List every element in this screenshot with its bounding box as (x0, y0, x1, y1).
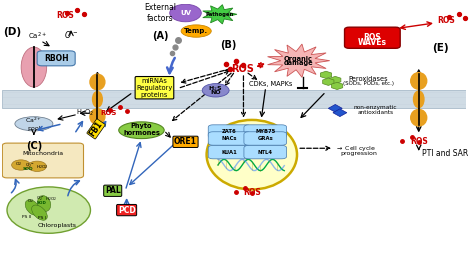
Text: NTL4: NTL4 (258, 150, 273, 155)
Ellipse shape (21, 47, 46, 87)
Text: ORE1: ORE1 (174, 137, 197, 146)
Text: KUA1: KUA1 (222, 150, 237, 155)
Text: GRAs: GRAs (257, 136, 273, 141)
Ellipse shape (90, 74, 105, 90)
Text: H$_2$O$_2$: H$_2$O$_2$ (76, 108, 94, 118)
Ellipse shape (202, 84, 229, 97)
FancyBboxPatch shape (208, 125, 251, 138)
Ellipse shape (181, 25, 211, 37)
Text: Mitochondria: Mitochondria (23, 151, 64, 156)
FancyBboxPatch shape (2, 143, 83, 178)
Text: (A): (A) (152, 31, 168, 41)
Ellipse shape (92, 92, 102, 107)
Text: NO: NO (210, 90, 221, 95)
Polygon shape (329, 76, 341, 84)
Text: ROS: ROS (410, 137, 428, 146)
Polygon shape (333, 109, 347, 117)
Text: SOD: SOD (23, 167, 33, 171)
Ellipse shape (411, 109, 427, 126)
FancyBboxPatch shape (208, 132, 251, 145)
Text: non-enzymatic: non-enzymatic (354, 105, 397, 110)
Ellipse shape (90, 109, 105, 124)
Text: H$_2$O$_2$: H$_2$O$_2$ (45, 195, 56, 203)
Polygon shape (203, 5, 237, 24)
Text: Organic: Organic (284, 55, 313, 62)
FancyBboxPatch shape (345, 27, 400, 48)
Ellipse shape (37, 196, 51, 212)
Text: O$_2$: O$_2$ (15, 160, 22, 168)
Text: O$_2^{·-}$: O$_2^{·-}$ (25, 161, 34, 170)
Ellipse shape (25, 200, 40, 215)
Text: damage: damage (283, 60, 313, 66)
Text: (D): (D) (3, 27, 22, 37)
Text: miRNAs
Regulatory
proteins: miRNAs Regulatory proteins (137, 78, 173, 98)
Text: PTI and SAR: PTI and SAR (422, 149, 468, 158)
Text: (B): (B) (220, 40, 237, 50)
Ellipse shape (411, 73, 427, 89)
Text: PAL: PAL (105, 186, 120, 195)
Polygon shape (267, 44, 330, 77)
Text: (C): (C) (26, 141, 42, 151)
Text: O$_2$: O$_2$ (27, 197, 34, 205)
Text: Chloroplasts: Chloroplasts (37, 223, 77, 228)
Text: Ca$^{2+}$
pool: Ca$^{2+}$ pool (25, 115, 43, 130)
Text: ROS: ROS (56, 11, 74, 20)
Text: Ca$^{2+}$: Ca$^{2+}$ (27, 31, 46, 42)
FancyBboxPatch shape (37, 51, 75, 66)
FancyBboxPatch shape (244, 125, 287, 138)
Text: PCD: PCD (118, 206, 136, 215)
Circle shape (28, 161, 46, 171)
Ellipse shape (207, 120, 297, 189)
Text: Phyto
hormones: Phyto hormones (123, 123, 160, 136)
Text: External
factors: External factors (144, 3, 176, 23)
Text: ROS: ROS (364, 33, 381, 42)
Text: PS II: PS II (22, 215, 31, 219)
Text: ZAT6: ZAT6 (222, 129, 237, 134)
Text: Temp.: Temp. (184, 28, 208, 34)
Text: FB1: FB1 (88, 120, 104, 138)
Polygon shape (320, 71, 332, 78)
Text: RBOH: RBOH (44, 54, 68, 63)
Polygon shape (331, 82, 343, 89)
Text: H$_2$S: H$_2$S (209, 84, 223, 93)
Text: O$_2^{·-}$: O$_2^{·-}$ (36, 194, 45, 203)
Ellipse shape (32, 205, 47, 220)
Text: (SODs, PODs, etc.): (SODs, PODs, etc.) (343, 81, 394, 86)
Text: NACs: NACs (222, 136, 237, 141)
Text: PS I: PS I (38, 216, 46, 220)
Text: WAVEs: WAVEs (358, 38, 387, 47)
Polygon shape (323, 78, 334, 85)
FancyBboxPatch shape (244, 132, 287, 145)
FancyBboxPatch shape (208, 145, 251, 159)
Polygon shape (328, 104, 342, 112)
Ellipse shape (413, 91, 424, 108)
Text: progression: progression (340, 151, 377, 156)
Text: ROS: ROS (438, 16, 456, 25)
Text: CDKs, MAPKs: CDKs, MAPKs (249, 81, 292, 87)
Ellipse shape (119, 122, 164, 139)
Circle shape (12, 160, 30, 170)
Circle shape (7, 187, 91, 233)
Ellipse shape (15, 117, 53, 131)
Text: SOD: SOD (37, 201, 47, 205)
Circle shape (170, 4, 201, 22)
Text: Pathogen: Pathogen (205, 12, 234, 17)
Text: $\rightarrow$ Cell cycle: $\rightarrow$ Cell cycle (335, 144, 376, 153)
Text: (E): (E) (432, 43, 449, 53)
Text: ROS: ROS (100, 110, 116, 116)
Text: H$_2$O$_2$: H$_2$O$_2$ (36, 163, 48, 171)
Text: MYB75: MYB75 (255, 129, 275, 134)
Text: ROS: ROS (243, 188, 261, 196)
Text: Peroxidases: Peroxidases (349, 76, 389, 82)
Text: antioxidants: antioxidants (357, 110, 394, 115)
FancyBboxPatch shape (244, 145, 287, 159)
FancyBboxPatch shape (2, 90, 466, 108)
Text: O$^{·-}$: O$^{·-}$ (64, 29, 78, 41)
Text: ROS: ROS (231, 64, 254, 74)
Text: UV: UV (180, 10, 191, 16)
